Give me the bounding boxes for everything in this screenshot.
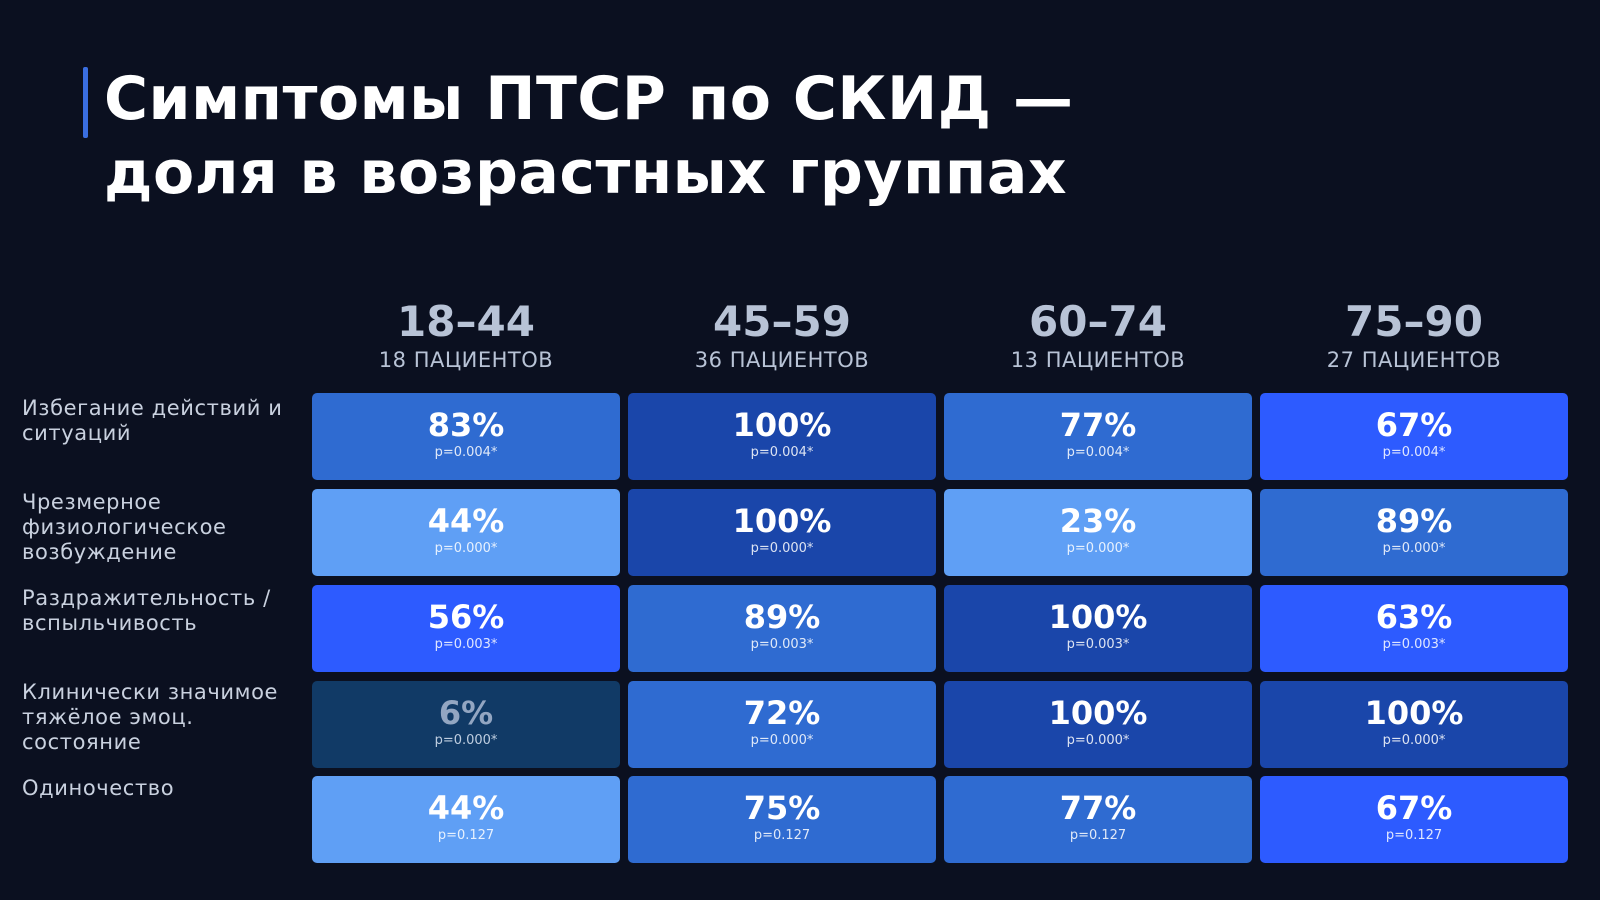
- cell-percentage: 77%: [1059, 406, 1137, 444]
- cell-percentage: 67%: [1375, 789, 1453, 827]
- cell-p-value: p=0.000*: [750, 541, 814, 556]
- cell-p-value: p=0.004*: [1382, 445, 1446, 460]
- table-cell: 44% p=0.000*: [312, 489, 620, 576]
- table-cell: 77% p=0.127: [944, 776, 1252, 863]
- column-header-4: 75–90 27 ПАЦИЕНТОВ: [1260, 298, 1568, 374]
- table-cell: 100% p=0.003*: [944, 585, 1252, 672]
- table-cell: 23% p=0.000*: [944, 489, 1252, 576]
- cell-percentage: 75%: [743, 789, 821, 827]
- cell-p-value: p=0.000*: [434, 541, 498, 556]
- title-accent-bar: [83, 67, 88, 138]
- row-label-2: Чрезмерное физиологическое возбуждение: [22, 490, 227, 564]
- column-header-3: 60–74 13 ПАЦИЕНТОВ: [944, 298, 1252, 374]
- cell-percentage: 100%: [1048, 598, 1148, 636]
- row-label-4: Клинически значимое тяжёлое эмоц. состоя…: [22, 680, 279, 754]
- table-cell: 100% p=0.000*: [628, 489, 936, 576]
- cell-percentage: 63%: [1375, 598, 1453, 636]
- cell-p-value: p=0.004*: [750, 445, 814, 460]
- cell-p-value: p=0.127: [1385, 828, 1443, 843]
- table-cell: 6% p=0.000*: [312, 681, 620, 768]
- cell-p-value: p=0.127: [1069, 828, 1127, 843]
- cell-percentage: 67%: [1375, 406, 1453, 444]
- cell-p-value: p=0.000*: [1066, 541, 1130, 556]
- row-label-5: Одиночество: [22, 776, 175, 800]
- table-cell: 100% p=0.004*: [628, 393, 936, 480]
- table-cell: 100% p=0.000*: [944, 681, 1252, 768]
- title-line-2: доля в возрастных группах: [104, 138, 1068, 208]
- column-age-range: 18–44: [397, 297, 535, 346]
- cell-percentage: 56%: [427, 598, 505, 636]
- cell-percentage: 100%: [1048, 694, 1148, 732]
- table-cell: 72% p=0.000*: [628, 681, 936, 768]
- cell-p-value: p=0.000*: [750, 733, 814, 748]
- cell-percentage: 6%: [438, 694, 494, 732]
- cell-percentage: 44%: [427, 789, 505, 827]
- cell-percentage: 89%: [1375, 502, 1453, 540]
- column-patient-count: 13 ПАЦИЕНТОВ: [1010, 348, 1186, 372]
- row-label-3: Раздражительность / вспыльчивость: [22, 586, 271, 635]
- table-cell: 67% p=0.004*: [1260, 393, 1568, 480]
- column-age-range: 45–59: [713, 297, 851, 346]
- column-patient-count: 36 ПАЦИЕНТОВ: [694, 348, 870, 372]
- cell-p-value: p=0.000*: [1382, 541, 1446, 556]
- column-header-1: 18–44 18 ПАЦИЕНТОВ: [312, 298, 620, 374]
- cell-p-value: p=0.000*: [1066, 733, 1130, 748]
- cell-percentage: 77%: [1059, 789, 1137, 827]
- cell-p-value: p=0.127: [753, 828, 811, 843]
- cell-percentage: 23%: [1059, 502, 1137, 540]
- column-age-range: 75–90: [1345, 297, 1483, 346]
- cell-p-value: p=0.000*: [434, 733, 498, 748]
- cell-percentage: 72%: [743, 694, 821, 732]
- column-patient-count: 27 ПАЦИЕНТОВ: [1326, 348, 1502, 372]
- cell-percentage: 100%: [1364, 694, 1464, 732]
- cell-percentage: 100%: [732, 502, 832, 540]
- table-cell: 63% p=0.003*: [1260, 585, 1568, 672]
- table-cell: 75% p=0.127: [628, 776, 936, 863]
- table-cell: 44% p=0.127: [312, 776, 620, 863]
- cell-p-value: p=0.127: [437, 828, 495, 843]
- cell-p-value: p=0.003*: [1066, 637, 1130, 652]
- cell-p-value: p=0.003*: [434, 637, 498, 652]
- table-cell: 100% p=0.000*: [1260, 681, 1568, 768]
- table-cell: 77% p=0.004*: [944, 393, 1252, 480]
- cell-percentage: 83%: [427, 406, 505, 444]
- cell-percentage: 100%: [732, 406, 832, 444]
- row-label-1: Избегание действий и ситуаций: [22, 396, 283, 445]
- column-age-range: 60–74: [1029, 297, 1167, 346]
- table-cell: 67% p=0.127: [1260, 776, 1568, 863]
- cell-p-value: p=0.003*: [1382, 637, 1446, 652]
- cell-percentage: 44%: [427, 502, 505, 540]
- table-cell: 89% p=0.003*: [628, 585, 936, 672]
- column-patient-count: 18 ПАЦИЕНТОВ: [378, 348, 554, 372]
- cell-p-value: p=0.004*: [434, 445, 498, 460]
- page-title: Симптомы ПТСР по СКИД — доля в возрастны…: [104, 62, 1073, 210]
- cell-p-value: p=0.003*: [750, 637, 814, 652]
- cell-p-value: p=0.000*: [1382, 733, 1446, 748]
- table-cell: 89% p=0.000*: [1260, 489, 1568, 576]
- title-line-1: Симптомы ПТСР по СКИД —: [104, 64, 1074, 134]
- column-header-2: 45–59 36 ПАЦИЕНТОВ: [628, 298, 936, 374]
- cell-p-value: p=0.004*: [1066, 445, 1130, 460]
- table-cell: 83% p=0.004*: [312, 393, 620, 480]
- table-cell: 56% p=0.003*: [312, 585, 620, 672]
- cell-percentage: 89%: [743, 598, 821, 636]
